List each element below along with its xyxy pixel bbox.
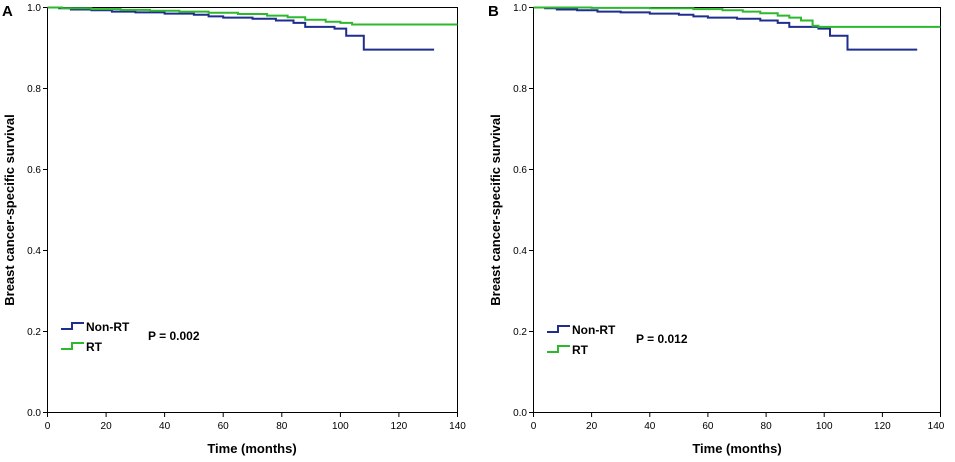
panel-a-y-tick-label: 0.2 [27, 327, 41, 338]
panel-b-x-tick-label: 120 [874, 421, 891, 432]
panel-b-legend-swatch-non-rt [547, 325, 570, 333]
panel-b-legend: Non-RT RT [547, 323, 616, 357]
panel-a-y-ticks: 0.0 0.2 0.4 0.6 0.8 1.0 [27, 3, 48, 419]
panel-b-letter: B [488, 3, 499, 20]
panel-a-curve-rt [47, 6, 458, 26]
panel-a-legend-swatch-rt [61, 342, 84, 350]
panel-a-x-tick-label: 60 [218, 421, 230, 432]
panel-a-y-tick-label: 0.4 [27, 246, 41, 257]
panel-a-x-tick-label: 140 [449, 421, 466, 432]
panel-a-legend-swatch-non-rt [61, 322, 84, 330]
panel-b-x-tick-label: 40 [644, 421, 656, 432]
panel-b: B 0.0 0.2 0.4 0.6 0.8 1.0 0 20 [488, 3, 945, 456]
panel-a-x-axis-title: Time (months) [207, 441, 296, 456]
panel-a-plot-frame [47, 7, 458, 413]
panel-b-p-value: P = 0.012 [636, 332, 688, 346]
panel-a-y-tick-label: 0.0 [27, 408, 41, 419]
panel-a-y-tick-label: 0.8 [27, 84, 41, 95]
panel-b-x-tick-label: 60 [702, 421, 714, 432]
panel-a-y-axis-title: Breast cancer-specific survival [2, 114, 17, 306]
panel-b-y-tick-label: 0.8 [513, 84, 527, 95]
panel-b-legend-swatch-rt [547, 345, 570, 353]
panel-a-y-tick-label: 0.6 [27, 165, 41, 176]
panel-b-x-ticks: 0 20 40 60 80 100 120 140 [531, 412, 945, 432]
panel-b-x-tick-label: 0 [531, 421, 537, 432]
panel-a-x-ticks: 0 20 40 60 80 100 120 140 [45, 412, 466, 432]
panel-a-legend: Non-RT RT [61, 320, 130, 354]
panel-a-y-tick-label: 1.0 [27, 3, 41, 14]
panel-b-x-axis-title: Time (months) [692, 441, 781, 456]
panel-b-curves [533, 6, 941, 51]
panel-b-curve-non-rt [533, 6, 918, 51]
panel-a-x-tick-label: 80 [276, 421, 288, 432]
panel-b-legend-label-rt: RT [572, 343, 589, 357]
panel-a-x-tick-label: 20 [101, 421, 113, 432]
panel-b-y-tick-label: 1.0 [513, 3, 527, 14]
panel-b-y-tick-label: 0.4 [513, 246, 527, 257]
panel-b-y-ticks: 0.0 0.2 0.4 0.6 0.8 1.0 [513, 3, 534, 419]
panel-a-x-tick-label: 120 [391, 421, 408, 432]
panel-b-x-tick-label: 100 [816, 421, 833, 432]
panel-b-y-tick-label: 0.6 [513, 165, 527, 176]
panel-b-y-tick-label: 0.0 [513, 408, 527, 419]
panel-b-y-tick-label: 0.2 [513, 327, 527, 338]
panel-b-legend-label-non-rt: Non-RT [572, 323, 616, 337]
panel-b-x-tick-label: 140 [928, 421, 945, 432]
panel-a-legend-label-non-rt: Non-RT [86, 320, 130, 334]
panel-a-p-value: P = 0.002 [148, 329, 200, 343]
panel-a-x-tick-label: 40 [159, 421, 171, 432]
panel-a-legend-label-rt: RT [86, 340, 103, 354]
panel-b-x-tick-label: 80 [761, 421, 773, 432]
panel-a: A 0.0 0.2 0.4 0.6 0.8 1.0 0 20 [2, 3, 466, 456]
panel-b-curve-rt [533, 6, 941, 28]
panel-b-y-axis-title: Breast cancer-specific survival [488, 114, 503, 306]
panel-a-x-tick-label: 100 [332, 421, 349, 432]
panel-a-curves [47, 6, 458, 51]
panel-a-letter: A [2, 3, 13, 20]
panel-b-plot-frame [533, 7, 941, 413]
panel-b-x-tick-label: 20 [586, 421, 598, 432]
panel-a-x-tick-label: 0 [45, 421, 51, 432]
